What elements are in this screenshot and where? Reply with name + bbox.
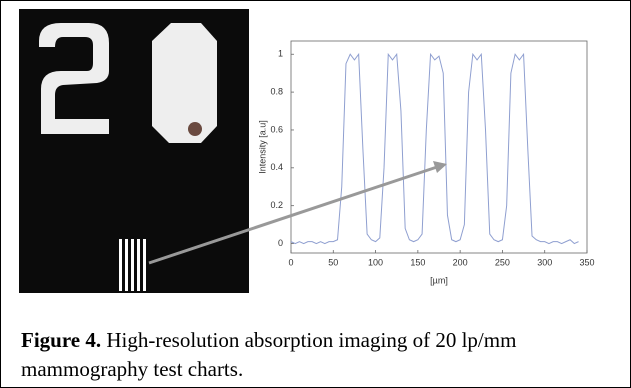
y-tick-label: 0.8: [270, 86, 283, 96]
caption: Figure 4. High-resolution absorption ima…: [21, 326, 541, 384]
figure: Intensity [a.u] [µm] 0 50 100 150 200 250 300 3…: [1, 1, 630, 311]
x-tick-label: 150: [410, 257, 425, 267]
caption-label: Figure 4.: [21, 328, 101, 352]
y-tick-label: 0.2: [270, 200, 283, 210]
y-tick-label: 0.4: [270, 162, 283, 172]
y-axis-label: Intensity [a.u]: [257, 120, 267, 174]
y-tick-label: 0: [278, 238, 283, 248]
x-tick-label: 300: [537, 257, 552, 267]
x-tick-label: 50: [328, 257, 338, 267]
x-tick-label: 0: [288, 257, 293, 267]
y-tick-label: 1: [278, 49, 283, 59]
line-series: [291, 54, 579, 243]
x-tick-label: 200: [453, 257, 468, 267]
y-tick-label: 0.6: [270, 124, 283, 134]
x-tick-label: 350: [579, 257, 594, 267]
page: Intensity [a.u] [µm] 0 50 100 150 200 250 300 3…: [0, 0, 631, 388]
x-tick-label: 250: [495, 257, 510, 267]
xray-image: [19, 9, 249, 293]
plot-frame: [291, 41, 587, 253]
x-tick-label: 100: [368, 257, 383, 267]
x-axis-label: [µm]: [430, 275, 448, 285]
plot: Intensity [a.u] [µm] 0 50 100 150 200 250 300 3…: [257, 41, 594, 285]
